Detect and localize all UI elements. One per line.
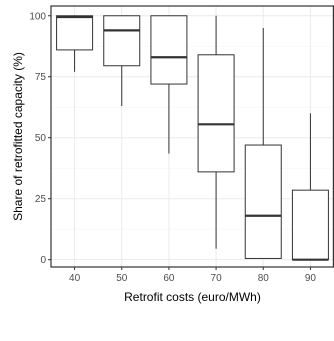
x-tick-label: 80 (258, 273, 270, 284)
box-70 (197, 15, 235, 249)
x-tick-label: 90 (305, 273, 317, 284)
y-tick-label: 0 (40, 255, 46, 266)
x-axis-title: Retrofit costs (euro/MWh) (124, 290, 261, 304)
box-series (56, 15, 329, 261)
x-tick-label: 60 (163, 273, 175, 284)
box-body (197, 54, 235, 173)
box-40 (56, 15, 94, 72)
box-body (244, 144, 282, 259)
box-body (103, 15, 141, 67)
box-60 (150, 15, 188, 154)
box-90 (291, 113, 329, 261)
grid-lines (51, 6, 334, 267)
y-axis: 0 25 50 75 100 (29, 11, 51, 266)
box-body (150, 15, 188, 85)
x-tick-label: 70 (211, 273, 223, 284)
x-tick-label: 40 (69, 273, 81, 284)
y-tick-label: 50 (35, 133, 47, 144)
y-tick-label: 100 (29, 11, 46, 22)
box-body (291, 189, 329, 261)
box-80 (244, 27, 282, 259)
plot-panel-border (50, 5, 334, 268)
x-tick-label: 50 (116, 273, 128, 284)
y-tick-label: 75 (35, 72, 47, 83)
box-50 (103, 15, 141, 107)
y-axis-title: Share of retrofitted capacity (%) (11, 52, 25, 221)
box-body (56, 15, 94, 51)
y-tick-label: 25 (35, 194, 47, 205)
x-axis: 40 50 60 70 80 90 (69, 267, 316, 284)
